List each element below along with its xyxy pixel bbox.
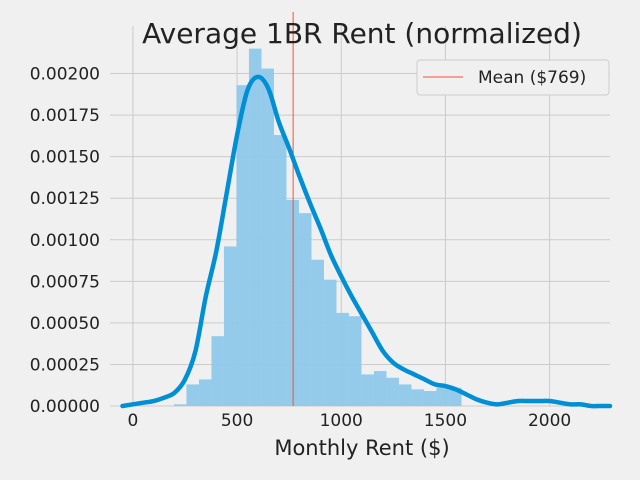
y-tick-label: 0.00175 [30, 106, 100, 126]
histogram-bar [436, 387, 449, 406]
y-tick-label: 0.00075 [30, 272, 100, 292]
histogram-bar [423, 391, 437, 406]
histogram-bar [386, 377, 399, 406]
histogram-bar [198, 379, 212, 406]
kde-curve-group [120, 74, 613, 409]
histogram-bars [173, 48, 462, 407]
x-tick-labels: 0 500 1000 1500 2000 [128, 411, 572, 431]
histogram-bar [336, 312, 349, 406]
histogram-bar [186, 384, 199, 406]
y-tick-label: 0.00025 [30, 355, 100, 375]
legend-mean-label: Mean ($769) [478, 68, 586, 88]
y-tick-label: 0.00100 [30, 231, 100, 251]
y-tick-label: 0.00000 [30, 397, 100, 417]
kde-curve [120, 74, 613, 409]
histogram-bar [236, 85, 249, 407]
y-tick-label: 0.00050 [30, 314, 100, 334]
y-tick-labels: 0.00000 0.00025 0.00050 0.00075 0.00100 0.001… [30, 65, 100, 417]
x-tick-label: 500 [221, 411, 253, 431]
legend-box [416, 59, 610, 96]
y-tick-label: 0.00150 [30, 148, 100, 168]
histogram-bar [348, 316, 362, 406]
histogram-bar [223, 246, 237, 406]
histogram-bar [248, 48, 262, 406]
histogram-bar [298, 213, 312, 406]
histogram-bar [373, 371, 387, 406]
histogram-bar [323, 279, 337, 406]
chart-title: Average 1BR Rent (normalized) [142, 17, 582, 50]
histogram-bar [261, 68, 274, 407]
histogram-bar [311, 259, 324, 406]
x-tick-label: 1500 [424, 411, 467, 431]
x-axis-label: Monthly Rent ($) [274, 436, 449, 460]
histogram-bar [398, 384, 412, 406]
histogram-bar [361, 374, 374, 406]
x-tick-label: 1000 [320, 411, 363, 431]
histogram-bar [211, 336, 224, 406]
y-tick-label: 0.00200 [30, 65, 100, 85]
histogram-bar [411, 389, 424, 406]
legend: Mean ($769) [416, 59, 610, 96]
y-tick-label: 0.00125 [30, 189, 100, 209]
histogram-bar [273, 135, 287, 406]
x-tick-label: 0 [128, 411, 139, 431]
histogram-bar [173, 404, 187, 406]
x-tick-label: 2000 [528, 411, 571, 431]
